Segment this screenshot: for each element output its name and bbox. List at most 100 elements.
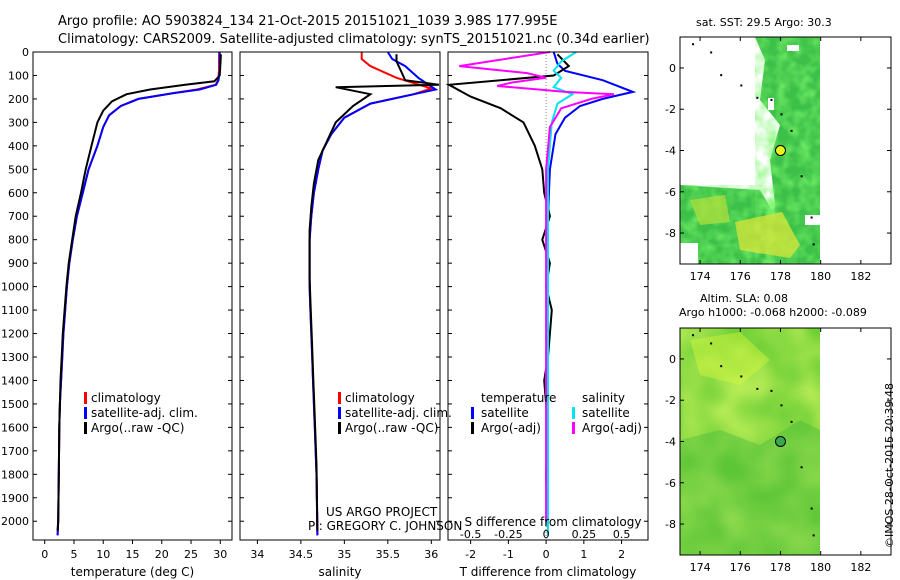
series-line-satellite-adj-clim-: [308, 51, 439, 536]
legend-title-temperature: temperature: [481, 391, 556, 405]
legend-entry-s-argo: Argo(-adj): [582, 421, 642, 435]
header-line-1: Argo profile: AO 5903824_134 21-Oct-2015…: [58, 14, 557, 29]
coastline-dot: [740, 375, 743, 378]
sla-map-title: Altim. SLA: 0.08: [700, 292, 788, 305]
map-y-tick-label: 0: [669, 62, 676, 75]
legend-swatch-blue: [84, 407, 87, 419]
y-tick-label: 500: [8, 163, 29, 176]
sla-map-subtitle: Argo h1000: -0.068 h2000: -0.089: [679, 306, 867, 319]
legend-entry-s-satellite: satellite: [582, 406, 630, 420]
series-line-satellite-salinity: [547, 51, 577, 536]
map-y-tick-label: 0: [669, 353, 676, 366]
coastline-dot: [720, 74, 723, 77]
y-tick-label: 400: [8, 140, 29, 153]
x-tick-label: 36: [424, 548, 438, 561]
x-tick-label: 0: [41, 548, 48, 561]
y-tick-label: 1800: [1, 468, 29, 481]
y-tick-label: 600: [8, 187, 29, 200]
map-x-tick-label: 180: [810, 561, 831, 574]
credit-line-1: US ARGO PROJECT: [326, 505, 438, 519]
coastline-dot: [756, 387, 759, 390]
coastline-dot: [812, 534, 815, 537]
plot-frame: [32, 51, 233, 541]
x-top-tick-label: 0.5: [613, 528, 631, 541]
y-tick-label: 100: [8, 69, 29, 82]
map-x-tick-label: 176: [730, 561, 751, 574]
coastline-dot: [710, 342, 713, 345]
coastline-dot: [812, 243, 815, 246]
y-tick-label: 2000: [1, 515, 29, 528]
map-x-tick-label: 174: [690, 270, 711, 283]
coastline-dot: [756, 96, 759, 99]
x-tick-label: 20: [155, 548, 169, 561]
series-line-argo-raw-qc-: [308, 54, 440, 531]
series-line-satellite-adj-clim-: [56, 52, 221, 536]
x-tick-label: 30: [213, 548, 227, 561]
plot-frame: [239, 51, 441, 541]
series-line-climatology: [308, 52, 435, 536]
x-tick-label: 10: [96, 548, 110, 561]
x-top-tick-label: 0.25: [572, 528, 597, 541]
legend-swatch-red: [84, 392, 87, 404]
y-tick-label: 1500: [1, 398, 29, 411]
x-tick-label: 0: [543, 548, 550, 561]
series-line-climatology: [56, 52, 221, 536]
map-x-tick-label: 178: [770, 561, 791, 574]
legend-swatch-black: [471, 422, 474, 434]
x-tick-label: 35.5: [376, 548, 401, 561]
y-tick-label: 1200: [1, 328, 29, 341]
legend-title-salinity: salinity: [582, 391, 625, 405]
x-tick-label: -1: [503, 548, 514, 561]
coastline-dot: [790, 420, 793, 423]
legend-entry-t-argo: Argo(-adj): [481, 421, 541, 435]
sst-field: [680, 37, 820, 264]
y-tick-label: 1900: [1, 492, 29, 505]
coastline-dot: [800, 175, 803, 178]
coastline-dot: [810, 216, 813, 219]
map-y-tick-label: -6: [665, 186, 676, 199]
sst-map: sat. SST: 29.5 Argo: 30.3 174 176 178 180 18…: [665, 16, 892, 283]
legend-entry-t-satellite: satellite: [481, 406, 529, 420]
y-tick-label: 800: [8, 234, 29, 247]
sla-map: Altim. SLA: 0.08 Argo h1000: -0.068 h200…: [665, 292, 892, 574]
difference-panel: -2 -1 0 1 2 -0.5 -0.25 0 0.25 0.5S difference fro…: [445, 51, 649, 579]
legend-entry-3: Argo(..raw -QC): [345, 421, 438, 435]
coastline-dot: [710, 51, 713, 54]
x-axis-label: salinity: [318, 565, 361, 579]
map-y-tick-label: -6: [665, 477, 676, 490]
y-tick-label: 1600: [1, 421, 29, 434]
copyright-label: ©IMOS 28-Oct-2015 20:39:48: [883, 383, 896, 548]
legend-swatch-black: [338, 422, 341, 434]
coastline-dot: [780, 404, 783, 407]
x-tick-label: 34.5: [289, 548, 314, 561]
legend-entry-2: satellite-adj. clim.: [91, 406, 198, 420]
coastline-dot: [800, 466, 803, 469]
temperature-panel: 0 5 10 15 20 25 300100200300400500600700800900…: [1, 46, 233, 579]
credit-line-2: PI: GREGORY C. JOHNSON: [308, 519, 462, 533]
x-top-axis-label: S difference from climatology: [465, 515, 642, 529]
coastline-dot: [740, 84, 743, 87]
x-tick-label: 35: [337, 548, 351, 561]
coastline-dot: [780, 113, 783, 116]
legend-entry-1: climatology: [91, 391, 161, 405]
coastline-dot: [790, 129, 793, 132]
map-y-tick-label: -2: [665, 103, 676, 116]
map-x-tick-label: 182: [850, 561, 871, 574]
legend-entry-2: satellite-adj. clim.: [345, 406, 452, 420]
legend-swatch-red: [338, 392, 341, 404]
map-y-tick-label: -4: [665, 436, 676, 449]
salinity-panel: 34 34.5 35 35.5 36 salinity: [239, 51, 441, 579]
map-x-tick-label: 176: [730, 270, 751, 283]
x-top-tick-label: 0: [543, 528, 550, 541]
header-line-2: Climatology: CARS2009. Satellite-adjuste…: [58, 32, 650, 47]
map-y-tick-label: -4: [665, 145, 676, 158]
series-line-satellite-temperature: [547, 51, 637, 536]
y-tick-label: 300: [8, 116, 29, 129]
y-tick-label: 1700: [1, 445, 29, 458]
y-tick-label: 700: [8, 210, 29, 223]
map-y-tick-label: -8: [665, 518, 676, 531]
argo-position-marker: [774, 436, 786, 447]
y-tick-label: 900: [8, 257, 29, 270]
x-axis-label: T difference from climatology: [459, 565, 637, 579]
